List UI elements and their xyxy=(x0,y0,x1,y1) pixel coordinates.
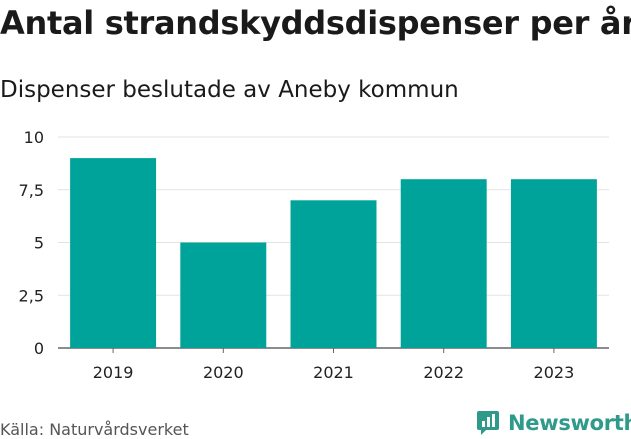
source-note: Källa: Naturvårdsverket xyxy=(0,420,189,439)
x-tick-label: 2023 xyxy=(534,363,575,382)
brand-logo: Newsworthy xyxy=(476,409,631,437)
bar-2019 xyxy=(70,158,157,348)
y-tick-label: 7,5 xyxy=(19,181,44,200)
y-tick-label: 5 xyxy=(34,234,44,253)
bar-2020 xyxy=(180,242,267,348)
y-tick-label: 10 xyxy=(24,128,44,147)
x-axis-ticks: 2019 2020 2021 2022 2023 xyxy=(93,348,575,382)
chart-subtitle: Dispenser beslutade av Aneby kommun xyxy=(0,77,459,103)
brand-name: Newsworthy xyxy=(508,411,631,435)
bar-chart: 0 2,5 5 7,5 10 2019 2020 2021 2022 2023 xyxy=(19,128,609,382)
y-tick-label: 2,5 xyxy=(19,286,44,305)
x-tick-label: 2019 xyxy=(93,363,134,382)
x-tick-label: 2021 xyxy=(313,363,354,382)
bar-2022 xyxy=(400,179,487,348)
x-tick-label: 2020 xyxy=(203,363,244,382)
x-tick-label: 2022 xyxy=(423,363,464,382)
bar-2021 xyxy=(290,200,377,348)
y-axis-ticks: 0 2,5 5 7,5 10 xyxy=(19,128,44,358)
newsworthy-logo-icon xyxy=(477,411,499,435)
bars xyxy=(70,158,597,348)
chart-title: Antal strandskyddsdispenser per år xyxy=(0,4,631,42)
bar-2023 xyxy=(510,179,597,348)
y-tick-label: 0 xyxy=(34,339,44,358)
